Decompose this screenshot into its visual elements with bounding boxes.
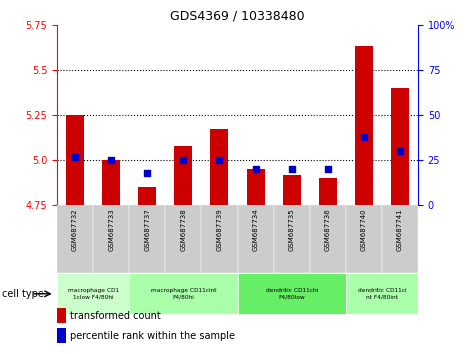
Bar	[102, 160, 120, 205]
Bar	[210, 130, 228, 205]
Point	[143, 170, 151, 176]
Point	[216, 157, 223, 163]
Title: GDS4369 / 10338480: GDS4369 / 10338480	[170, 9, 305, 22]
Bar	[238, 273, 346, 314]
Text: macrophage CD11cint
F4/80hi: macrophage CD11cint F4/80hi	[151, 289, 216, 299]
Text: macrophage CD1
1clow F4/80hi: macrophage CD1 1clow F4/80hi	[67, 289, 119, 299]
Bar	[274, 205, 310, 273]
Bar	[319, 178, 337, 205]
Point	[180, 157, 187, 163]
Bar	[57, 328, 66, 343]
Bar	[57, 273, 129, 314]
Text: GSM687733: GSM687733	[108, 209, 114, 251]
Point	[396, 148, 404, 154]
Text: GSM687735: GSM687735	[289, 209, 294, 251]
Bar	[355, 46, 373, 205]
Bar	[165, 205, 201, 273]
Text: GSM687739: GSM687739	[217, 209, 222, 251]
Bar	[346, 273, 418, 314]
Point	[324, 166, 332, 172]
Text: transformed count: transformed count	[70, 311, 161, 321]
Point	[71, 154, 79, 159]
Bar	[129, 205, 165, 273]
Bar	[247, 169, 265, 205]
Bar	[391, 88, 409, 205]
Point	[252, 166, 259, 172]
Bar	[138, 187, 156, 205]
Point	[288, 166, 295, 172]
Text: percentile rank within the sample: percentile rank within the sample	[70, 331, 235, 341]
Text: GSM687740: GSM687740	[361, 209, 367, 251]
Text: GSM687732: GSM687732	[72, 209, 78, 251]
Point	[360, 134, 368, 139]
Bar	[129, 273, 238, 314]
Bar	[93, 205, 129, 273]
Text: dendritic CD11chi
F4/80low: dendritic CD11chi F4/80low	[266, 289, 318, 299]
Bar	[57, 308, 66, 323]
Text: GSM687734: GSM687734	[253, 209, 258, 251]
Text: GSM687737: GSM687737	[144, 209, 150, 251]
Bar	[174, 146, 192, 205]
Text: cell type: cell type	[2, 289, 44, 299]
Text: GSM687736: GSM687736	[325, 209, 331, 251]
Bar	[346, 205, 382, 273]
Bar	[66, 115, 84, 205]
Bar	[238, 205, 274, 273]
Text: dendritic CD11ci
nt F4/80int: dendritic CD11ci nt F4/80int	[358, 289, 406, 299]
Text: GSM687741: GSM687741	[397, 209, 403, 251]
Bar	[201, 205, 238, 273]
Bar	[382, 205, 418, 273]
Point	[107, 157, 115, 163]
Bar	[57, 205, 93, 273]
Bar	[310, 205, 346, 273]
Text: GSM687738: GSM687738	[180, 209, 186, 251]
Bar	[283, 175, 301, 205]
